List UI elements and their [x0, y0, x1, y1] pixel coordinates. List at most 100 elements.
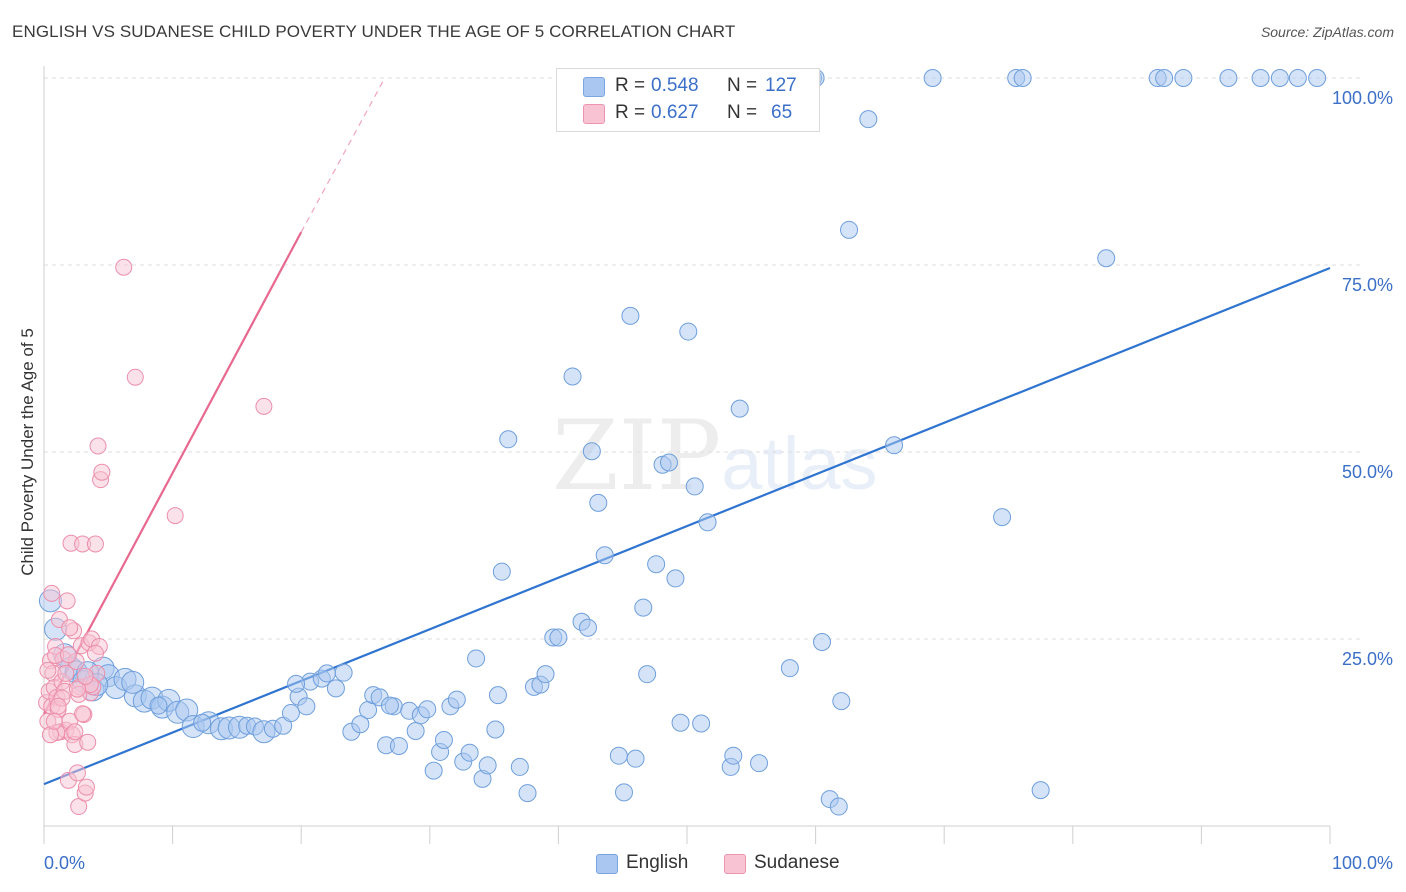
legend-r-label: R = — [615, 75, 646, 96]
bottom-legend-swatch-sudanese — [724, 854, 746, 874]
legend-r-label: R = — [615, 102, 646, 123]
bottom-legend-label-sudanese: Sudanese — [754, 852, 840, 873]
point-english — [885, 436, 904, 455]
trend-lines — [43, 77, 1331, 786]
legend-swatch-english — [583, 77, 605, 97]
point-english — [193, 713, 212, 732]
point-english — [609, 746, 628, 765]
point-sudanese — [68, 764, 86, 782]
point-sudanese — [89, 437, 107, 455]
bottom-legend: English Sudanese — [0, 852, 1406, 878]
point-english — [563, 367, 582, 386]
bottom-legend-swatch-english — [596, 854, 618, 874]
axis-labels: 100.0% 75.0% 50.0% 25.0% 0.0% 100.0% Child Pov… — [18, 88, 1393, 873]
point-english — [281, 704, 300, 723]
point-english — [829, 797, 848, 816]
point-english — [460, 743, 479, 762]
point-english — [499, 430, 518, 449]
point-english — [447, 690, 466, 709]
bottom-legend-label-english: English — [626, 852, 689, 873]
point-english — [486, 720, 505, 739]
source-label: Source: ZipAtlas.com — [1260, 24, 1394, 40]
point-sudanese — [66, 723, 84, 741]
point-sudanese — [43, 584, 61, 602]
x-tick-label: 0.0% — [44, 853, 85, 873]
point-english — [679, 322, 698, 341]
point-english — [510, 757, 529, 776]
point-sudanese — [77, 778, 95, 796]
point-english — [595, 546, 614, 565]
point-english — [1174, 69, 1193, 87]
y-tick-label: 100.0% — [1332, 88, 1393, 108]
point-english — [780, 659, 799, 678]
legend-swatch-sudanese — [583, 104, 605, 124]
point-sudanese — [76, 667, 94, 685]
x-tick-label: 100.0% — [1332, 853, 1393, 873]
point-english — [685, 477, 704, 496]
point-english — [698, 513, 717, 532]
legend-r-value: 0.548 — [651, 75, 699, 96]
point-english — [582, 442, 601, 461]
point-sudanese — [57, 664, 75, 682]
y-tick-label: 25.0% — [1342, 649, 1393, 669]
point-english — [1270, 69, 1289, 87]
trend-line-english — [43, 266, 1331, 786]
point-sudanese — [58, 592, 76, 610]
point-english — [149, 696, 168, 715]
point-english — [813, 632, 832, 651]
point-english — [334, 663, 353, 682]
point-english — [671, 713, 690, 732]
watermark-atlas: atlas — [721, 422, 878, 505]
data-points — [38, 69, 1327, 816]
legend-box: R = 0.548 N = 127 R = 0.627 N = 65 — [556, 68, 820, 132]
point-english — [406, 722, 425, 741]
point-english — [859, 110, 878, 129]
point-sudanese — [49, 697, 67, 715]
point-english — [614, 783, 633, 802]
point-sudanese — [59, 646, 77, 664]
point-sudanese — [68, 680, 86, 698]
y-axis-title: Child Poverty Under the Age of 5 — [18, 328, 37, 576]
point-sudanese — [61, 619, 79, 637]
point-english — [1288, 69, 1307, 87]
point-english — [488, 686, 507, 705]
point-english — [1308, 69, 1327, 87]
point-english — [1097, 249, 1116, 268]
point-english — [634, 598, 653, 617]
point-english — [724, 746, 743, 765]
point-sudanese — [115, 258, 133, 276]
point-english — [518, 784, 537, 803]
point-sudanese — [45, 712, 63, 730]
point-english — [1155, 69, 1174, 87]
legend-n-value: 65 — [771, 102, 793, 123]
point-english — [389, 736, 408, 755]
point-english — [478, 756, 497, 775]
point-english — [317, 664, 336, 683]
point-english — [1013, 69, 1032, 87]
point-english — [418, 700, 437, 719]
point-english — [1251, 69, 1270, 87]
legend-n-value: 127 — [765, 75, 797, 96]
point-sudanese — [79, 733, 97, 751]
point-english — [287, 674, 306, 693]
point-english — [578, 618, 597, 637]
y-tick-label: 50.0% — [1342, 462, 1393, 482]
legend-n-label: N = — [727, 102, 758, 123]
point-sudanese — [86, 644, 104, 662]
point-english — [730, 399, 749, 418]
point-english — [993, 508, 1012, 527]
point-sudanese — [166, 507, 184, 525]
point-english — [692, 714, 711, 733]
point-english — [1031, 781, 1050, 800]
point-english — [297, 697, 316, 716]
point-english — [424, 761, 443, 780]
point-english — [434, 730, 453, 749]
point-english — [840, 220, 859, 239]
point-english — [832, 692, 851, 711]
point-english — [549, 628, 568, 647]
trend-line-extension-sudanese — [300, 77, 386, 233]
point-english — [666, 569, 685, 588]
point-english — [750, 754, 769, 773]
point-english — [351, 715, 370, 734]
